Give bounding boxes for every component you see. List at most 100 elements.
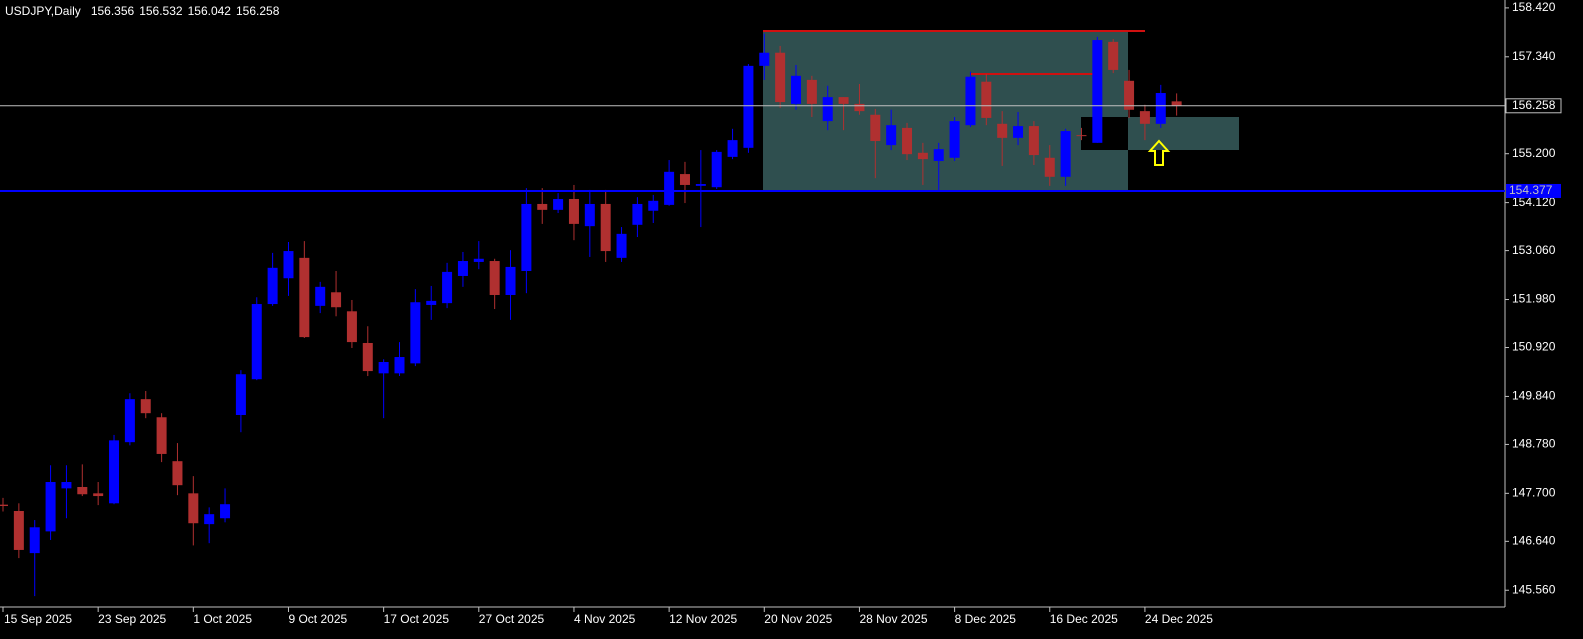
- candle-body: [251, 304, 262, 380]
- x-tick-label: 12 Nov 2025: [669, 612, 737, 626]
- candle-body: [1155, 93, 1166, 124]
- zone-overlap: [1081, 117, 1128, 150]
- candle-body: [235, 374, 246, 415]
- candle-body: [346, 311, 357, 343]
- candle-body: [77, 486, 88, 495]
- arrow-up: [1147, 139, 1171, 166]
- candle-body: [172, 461, 183, 486]
- candle-body: [1028, 126, 1039, 156]
- candle-body: [886, 125, 897, 146]
- candle-body: [902, 127, 913, 155]
- candle-body: [204, 514, 215, 525]
- candle-body: [775, 52, 786, 103]
- x-tick-label: 24 Dec 2025: [1145, 612, 1213, 626]
- candle-body: [711, 151, 722, 188]
- y-tick-label: 147.700: [1512, 486, 1556, 500]
- candle-body: [442, 271, 453, 304]
- candle-body: [29, 527, 40, 554]
- candle-body: [664, 171, 675, 205]
- candle-body: [315, 286, 326, 306]
- candle-body: [124, 399, 135, 443]
- candle-body: [1076, 135, 1087, 137]
- x-tick-label: 27 Oct 2025: [479, 612, 545, 626]
- candle-body: [822, 97, 833, 122]
- candle-body: [537, 203, 548, 210]
- candle-body: [1171, 101, 1182, 106]
- candle-body: [568, 198, 579, 224]
- candle-body: [743, 65, 754, 148]
- candle-body: [553, 198, 564, 210]
- candle-body: [1044, 157, 1055, 177]
- candle-body: [933, 149, 944, 161]
- candle-body: [616, 233, 627, 258]
- y-tick-label: 155.200: [1512, 146, 1556, 160]
- y-tick-label: 146.640: [1512, 534, 1556, 548]
- candle-body: [521, 203, 532, 271]
- candle-body: [156, 417, 167, 454]
- candle-body: [600, 203, 611, 252]
- candle-body: [965, 76, 976, 126]
- close-value: 156.258: [236, 4, 280, 18]
- candle-body: [1013, 126, 1024, 138]
- y-tick-label: 148.780: [1512, 437, 1556, 451]
- candle-body: [45, 482, 56, 532]
- candles: [0, 33, 1182, 597]
- candle-body: [331, 292, 342, 308]
- candle-body: [791, 75, 801, 104]
- level-label: 154.377: [1509, 183, 1553, 197]
- x-tick-label: 8 Dec 2025: [955, 612, 1017, 626]
- candle-body: [1060, 131, 1071, 177]
- candle-body: [632, 203, 643, 225]
- y-tick-label: 151.980: [1512, 292, 1556, 306]
- x-tick-label: 23 Sep 2025: [98, 612, 166, 626]
- candle-body: [188, 493, 199, 524]
- low-value: 156.042: [188, 4, 232, 18]
- candle-body: [695, 184, 706, 186]
- price-label: 156.258: [1512, 98, 1556, 112]
- candle-body: [426, 300, 437, 305]
- candle-body: [727, 140, 738, 157]
- candle-body: [378, 362, 389, 374]
- y-tick-label: 154.120: [1512, 195, 1556, 209]
- candle-body: [93, 493, 104, 497]
- candle-body: [410, 302, 421, 364]
- candle-body: [854, 103, 865, 112]
- candle-body: [949, 121, 960, 158]
- x-tick-label: 9 Oct 2025: [288, 612, 347, 626]
- candle-body: [917, 152, 928, 160]
- open-value: 156.356: [91, 4, 135, 18]
- candle-body: [299, 257, 310, 338]
- x-tick-label: 1 Oct 2025: [193, 612, 252, 626]
- candle-body: [489, 261, 500, 295]
- candle-body: [838, 97, 849, 104]
- x-tick-label: 28 Nov 2025: [859, 612, 927, 626]
- candle-body: [679, 174, 690, 185]
- candle-body: [997, 123, 1008, 138]
- candle-body: [362, 342, 373, 372]
- candle-body: [140, 399, 151, 414]
- candle-body: [61, 482, 72, 489]
- candle-body: [473, 258, 484, 262]
- candle-body: [283, 251, 294, 279]
- y-tick-label: 158.420: [1512, 0, 1556, 14]
- y-tick-label: 153.060: [1512, 243, 1556, 257]
- candle-body: [457, 261, 468, 276]
- x-tick-label: 15 Sep 2025: [4, 612, 72, 626]
- symbol: USDJPY,Daily: [5, 4, 81, 18]
- y-tick-label: 149.840: [1512, 389, 1556, 403]
- x-tick-label: 20 Nov 2025: [764, 612, 832, 626]
- candle-body: [220, 504, 231, 519]
- candle-body: [505, 266, 516, 295]
- candle-body: [267, 267, 278, 305]
- candle-body: [584, 203, 595, 227]
- candle-body: [806, 79, 817, 104]
- y-tick-label: 150.920: [1512, 340, 1556, 354]
- y-tick-label: 145.560: [1512, 582, 1556, 596]
- level-label-bg: [1506, 183, 1561, 198]
- high-value: 156.532: [139, 4, 183, 18]
- candle-body: [1092, 40, 1103, 143]
- header: USDJPY,Daily 156.356 156.532 156.042 156.258: [5, 4, 280, 18]
- y-tick-label: 157.340: [1512, 49, 1556, 63]
